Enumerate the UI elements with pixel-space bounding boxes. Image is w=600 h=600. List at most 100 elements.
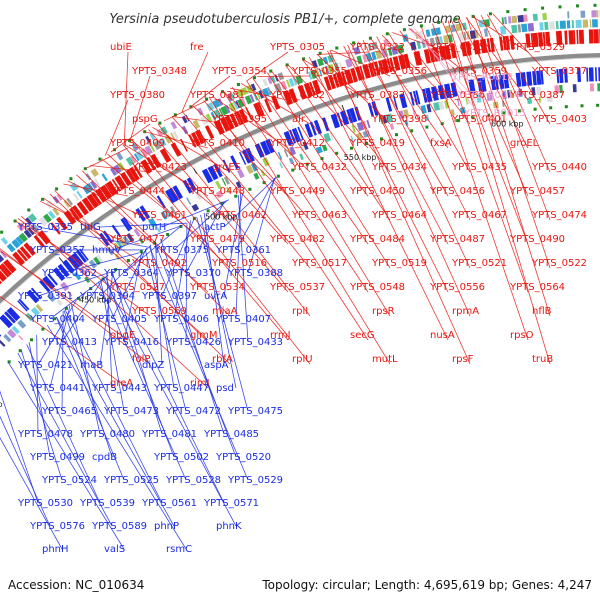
annotation-feature-block (250, 83, 257, 92)
annotation-feature-block (225, 104, 231, 114)
label-leader-line (450, 19, 529, 197)
guide-dot (380, 137, 383, 141)
rna-gene-label: YPTS_R0014 (457, 90, 520, 101)
gene-feature-block (494, 75, 499, 90)
annotation-feature-block (385, 113, 394, 123)
annotation-feature-block (110, 167, 118, 176)
annotation-feature-block (90, 180, 98, 189)
annotation-feature-block (38, 216, 48, 227)
gene-feature-block (450, 82, 458, 97)
annotation-feature-block (383, 48, 389, 57)
label-leader-line (235, 177, 277, 251)
guide-dot (7, 360, 11, 364)
annotation-feature-block (172, 130, 179, 140)
gene-feature-block (297, 84, 308, 100)
annotation-feature-block (356, 121, 365, 132)
forward-gene-label: YPTS_0432 (291, 162, 347, 173)
annotation-feature-block (596, 10, 599, 18)
label-leader-line (129, 75, 151, 141)
annotation-feature-block (11, 325, 20, 335)
forward-gene-label: YPTS_0462 (211, 210, 267, 221)
annotation-feature-block (439, 36, 444, 45)
label-leader-line (223, 176, 277, 228)
forward-gene-label: YPTS_0484 (349, 234, 405, 245)
label-leader-line (55, 317, 125, 481)
forward-gene-label: YPTS_0403 (531, 114, 587, 125)
gene-feature-block (170, 142, 182, 157)
reverse-gene-label: YPTS_0394 (79, 291, 135, 302)
guide-dot (350, 146, 353, 150)
forward-gene-label: YPTS_0517 (291, 258, 347, 269)
annotation-feature-block (365, 52, 373, 62)
label-leader-line (246, 80, 391, 317)
annotation-feature-block (0, 237, 9, 245)
gene-feature-block (111, 178, 121, 192)
forward-gene-label: YPTS_0380 (109, 90, 165, 101)
guide-dot (158, 121, 162, 125)
forward-gene-label: ubiE (110, 42, 132, 53)
gene-feature-block (378, 60, 385, 75)
forward-gene-label: fxsA (430, 138, 452, 149)
forward-gene-label: YPTS_0412 (269, 138, 325, 149)
annotation-feature-block (221, 178, 227, 186)
gene-feature-block (245, 147, 255, 162)
guide-dot (419, 24, 423, 28)
gene-feature-block (111, 224, 122, 238)
annotation-feature-block (76, 190, 83, 199)
forward-gene-label: rbfA (212, 354, 233, 365)
guide-dot (77, 296, 80, 300)
gene-feature-block (336, 72, 345, 87)
label-leader-line (399, 30, 471, 125)
label-leader-line (8, 362, 125, 550)
gene-feature-block (139, 205, 151, 219)
annotation-feature-block (367, 43, 372, 51)
annotation-feature-block (148, 217, 157, 228)
guide-dot (248, 187, 252, 191)
label-leader-line (486, 14, 551, 125)
reverse-gene-label: uvrA (204, 291, 227, 302)
annotation-feature-block (450, 24, 456, 33)
guide-dot (558, 5, 562, 9)
gene-feature-block (257, 101, 265, 116)
gene-feature-block (525, 33, 531, 48)
gene-feature-block (106, 180, 119, 196)
guide-dot (139, 250, 143, 254)
annotation-feature-block (580, 10, 586, 18)
gene-feature-block (120, 218, 131, 232)
reverse-gene-label: YPTS_0530 (17, 498, 73, 509)
annotation-feature-block (56, 193, 63, 201)
label-leader-line (148, 246, 249, 481)
guide-dot (173, 113, 177, 117)
gene-feature-block (371, 101, 379, 116)
guide-dot (596, 103, 600, 107)
forward-gene-label: YPTS_0395 (211, 114, 267, 125)
gene-feature-block (392, 56, 401, 71)
forward-gene-label: mutL (372, 354, 398, 365)
forward-gene-label: greA (110, 378, 133, 389)
annotation-feature-block (575, 19, 582, 28)
label-leader-line (200, 214, 237, 389)
gene-feature-block (114, 175, 127, 190)
gene-feature-block (576, 29, 579, 44)
forward-gene-label: YPTS_0564 (509, 282, 565, 293)
annotation-feature-block (126, 233, 134, 242)
annotation-feature-block (566, 20, 571, 29)
annotation-feature-block (164, 134, 173, 144)
annotation-feature-block (483, 28, 488, 37)
annotation-feature-block (67, 290, 73, 297)
annotation-feature-block (511, 24, 518, 34)
reverse-gene-label: YPTS_0480 (79, 429, 135, 440)
forward-gene-label: YPTS_0322 (349, 42, 405, 53)
label-leader-line (327, 50, 449, 293)
guide-dot (276, 174, 280, 178)
reverse-gene-label: YPTS_0413 (41, 337, 97, 348)
annotation-feature-block (116, 152, 124, 161)
gene-feature-block (50, 222, 61, 235)
guide-dot (533, 107, 537, 111)
annotation-feature-block (366, 119, 371, 129)
annotation-feature-block (18, 335, 24, 341)
annotation-feature-block (462, 22, 467, 31)
gene-feature-block (271, 95, 281, 110)
reverse-gene-label: YPTS_0362 (41, 268, 97, 279)
guide-dot (564, 105, 568, 109)
